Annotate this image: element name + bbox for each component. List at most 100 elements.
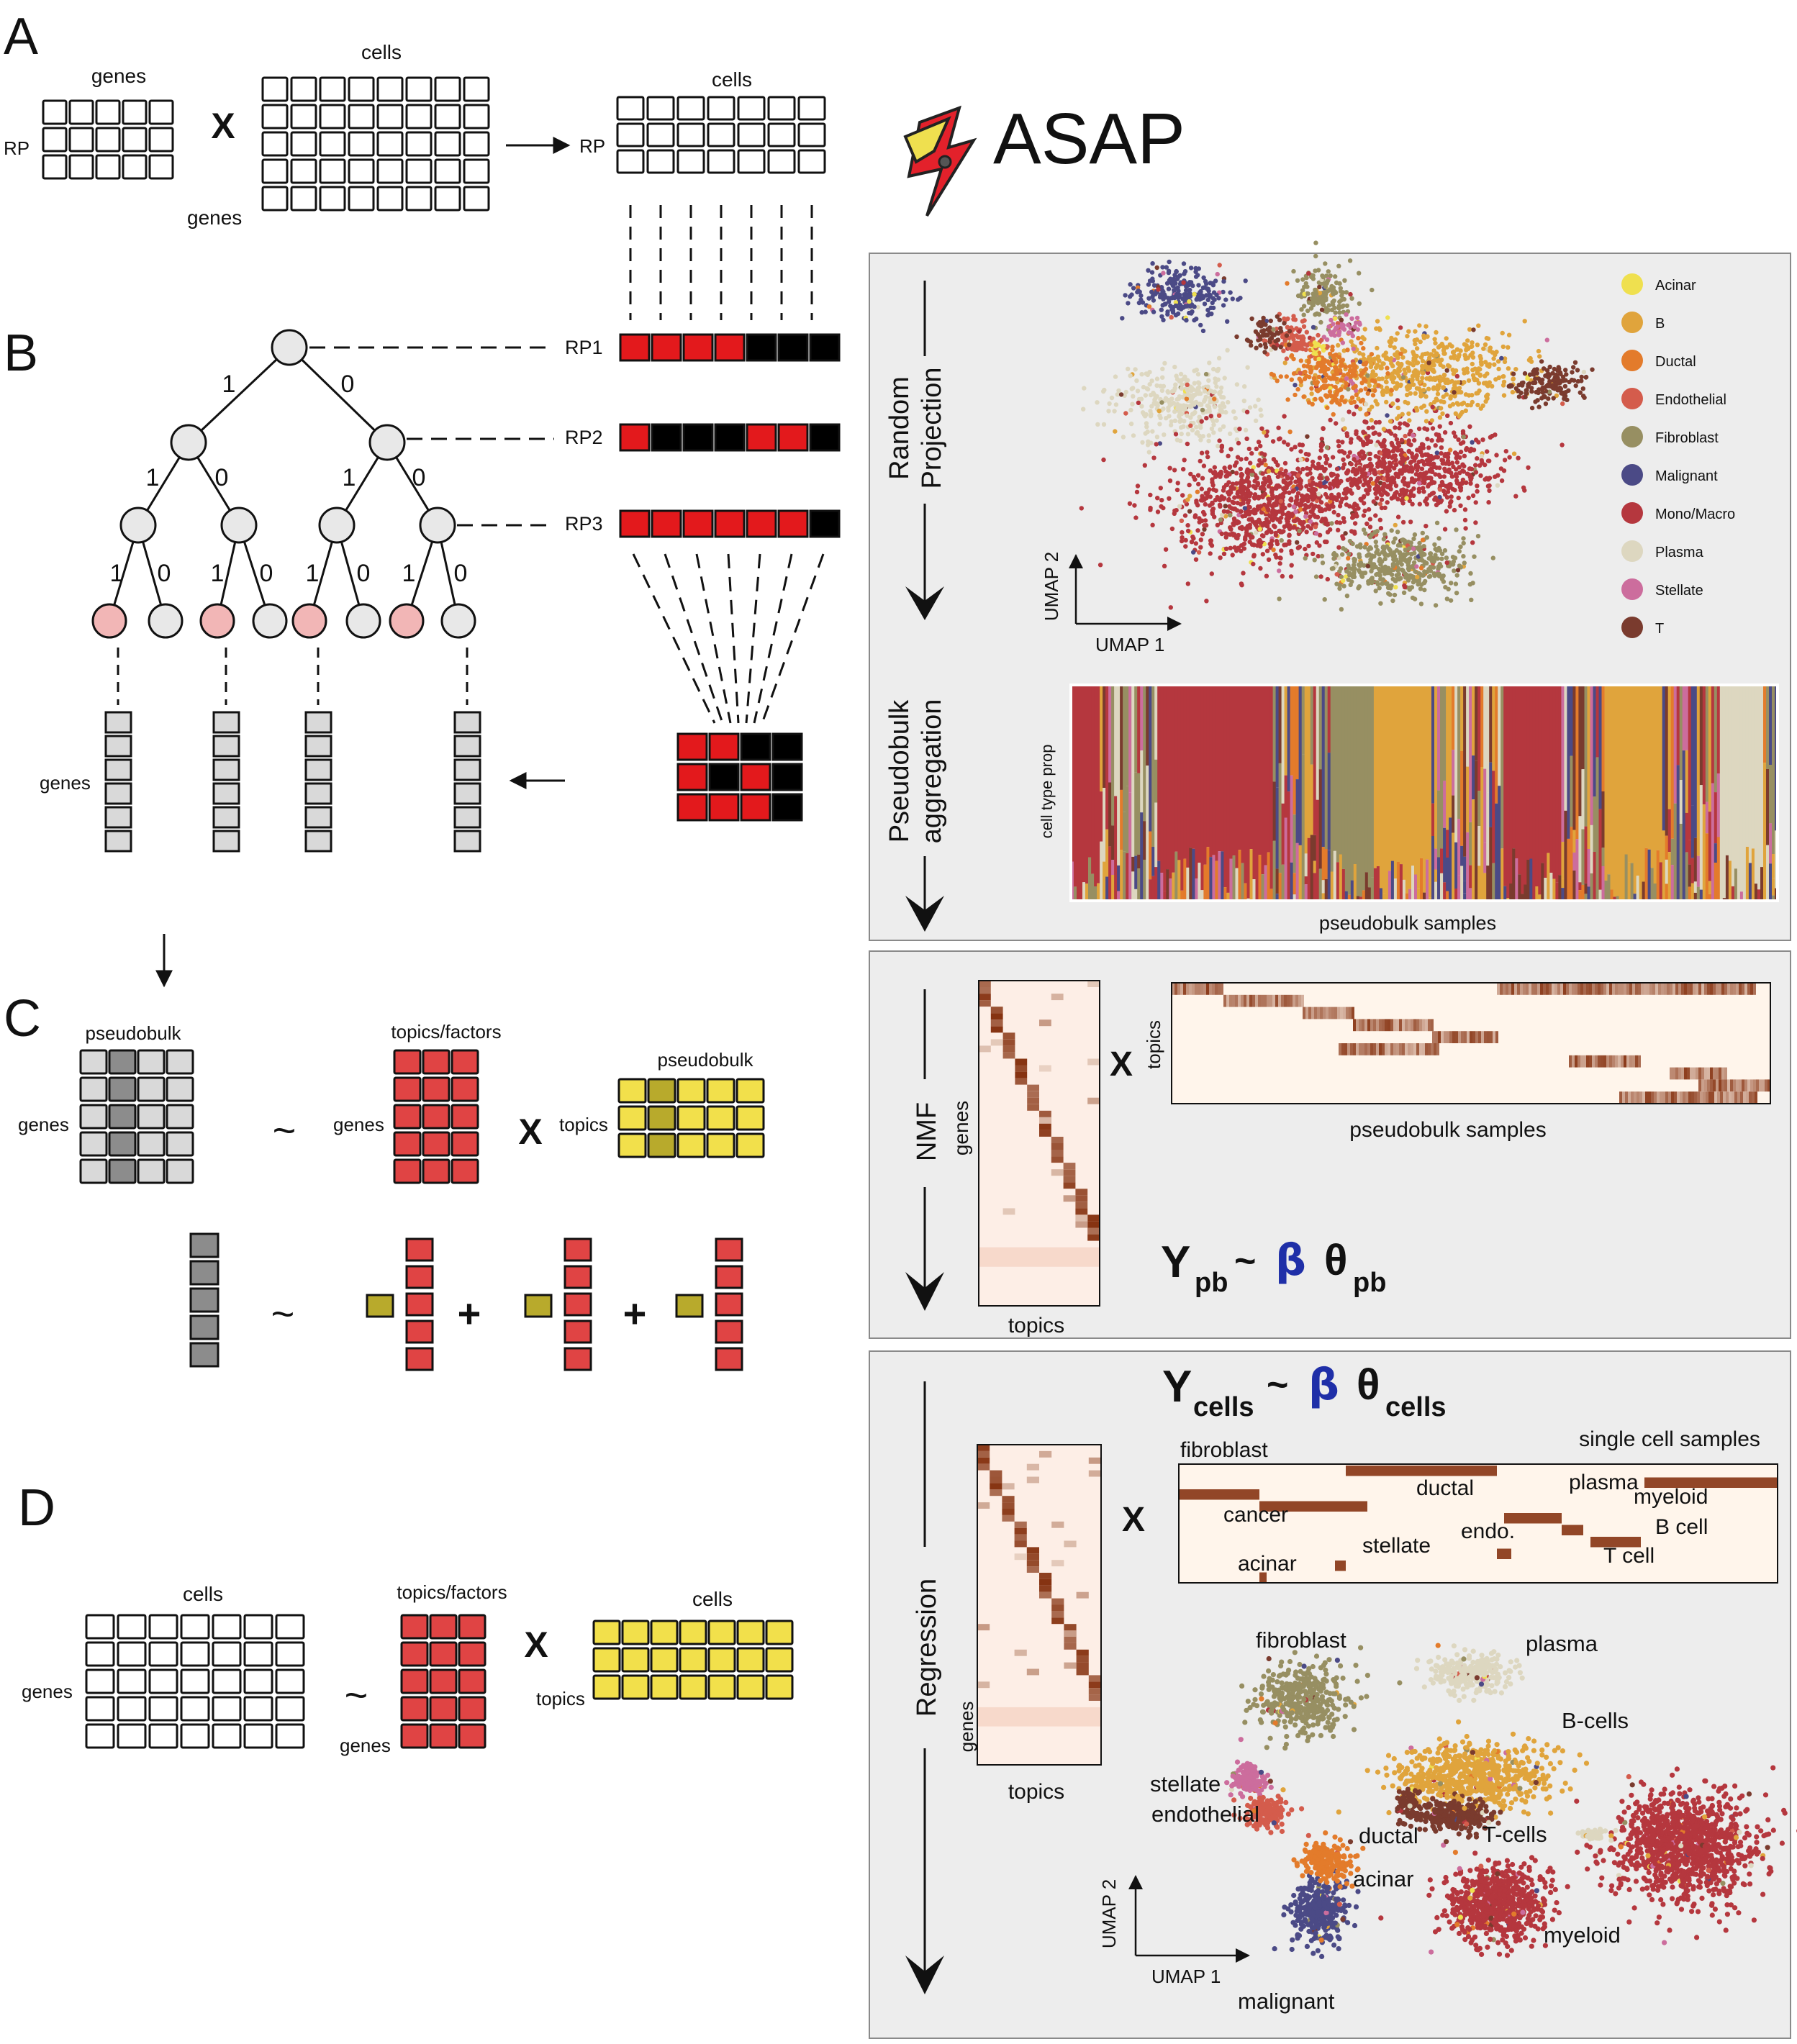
bar-segment [1477, 866, 1481, 901]
umap-point [1458, 485, 1464, 491]
umap-point [1425, 437, 1430, 442]
umap-point [1345, 348, 1350, 353]
grid-cell [137, 1076, 166, 1102]
grid-cell [85, 1723, 115, 1749]
umap-point [1275, 463, 1280, 468]
celltype-prop-label: cell type prop [1038, 745, 1056, 839]
bar-segment [1690, 805, 1695, 858]
converging-dash [753, 553, 793, 724]
bar-segment [1503, 886, 1507, 901]
umap-point [1291, 345, 1297, 350]
umap-point [1259, 460, 1264, 465]
leaf-gene-cell [104, 735, 132, 758]
umap-point [1349, 339, 1354, 344]
bar-segment [1561, 685, 1565, 842]
bar-segment [1154, 759, 1158, 803]
umap-point [1337, 504, 1343, 509]
umap-point [1200, 295, 1206, 301]
umap-point [1374, 487, 1380, 492]
umap-point [1402, 367, 1407, 373]
umap-point [1396, 576, 1402, 582]
umap-point [1423, 394, 1429, 399]
umap-point [1196, 385, 1202, 390]
bar-segment [1613, 685, 1616, 897]
umap-point [1393, 352, 1398, 358]
bar-segment [1134, 855, 1138, 889]
bar-segment [1373, 868, 1377, 901]
branch-label: 0 [412, 464, 426, 491]
umap-point [1385, 450, 1390, 455]
umap-point [1394, 573, 1400, 578]
umap-point [1219, 394, 1224, 400]
umap-point [1437, 494, 1442, 500]
umap-point [1323, 453, 1328, 459]
bar-segment [1160, 873, 1164, 901]
umap-point [1420, 363, 1425, 369]
bar-segment [1483, 842, 1487, 873]
umap-point [1348, 291, 1353, 297]
umap-point [1311, 376, 1317, 381]
umap-point [1479, 453, 1485, 459]
umap-point [1475, 371, 1480, 376]
bar-segment [1183, 685, 1187, 859]
bar-segment [1295, 685, 1300, 780]
umap-point [1161, 317, 1166, 322]
umap-point [1189, 389, 1194, 394]
umap-point [1342, 426, 1347, 431]
umap-point [1387, 460, 1393, 465]
umap-point [1341, 290, 1346, 295]
umap-point [1312, 558, 1317, 563]
umap-point [1256, 397, 1261, 402]
grid-cell [275, 1668, 305, 1694]
bar-segment [1108, 685, 1112, 783]
umap-point [1432, 337, 1437, 342]
bar-segment [1702, 804, 1706, 901]
grid-cell [463, 186, 490, 212]
bar-segment [1359, 685, 1363, 897]
bar-segment [1624, 685, 1629, 855]
bar-segment [1206, 847, 1210, 901]
grid-cell [95, 154, 121, 180]
umap-point [1276, 425, 1281, 430]
umap-point [1264, 319, 1269, 324]
umap-point [1326, 303, 1332, 308]
bar-segment [1321, 880, 1326, 894]
umap-point [1308, 466, 1313, 472]
umap-point [1333, 274, 1338, 279]
panel-letter-b: B [4, 324, 38, 382]
bar-segment [1477, 791, 1481, 826]
umap-point [1187, 294, 1192, 299]
umap-point [1430, 404, 1435, 409]
umap-point [1131, 433, 1136, 438]
bar-segment [1100, 685, 1103, 792]
grid-cell [797, 122, 826, 147]
bar-segment [1587, 849, 1590, 887]
umap-point [1266, 508, 1271, 513]
umap-point [1313, 288, 1318, 293]
c-topics-factors-label: topics/factors [391, 1021, 501, 1043]
umap-point [1510, 389, 1516, 395]
umap-point [1195, 372, 1201, 377]
bar-segment [1091, 873, 1095, 901]
umap-point [1209, 426, 1215, 432]
umap-point [1162, 563, 1167, 568]
umap-point [1149, 404, 1154, 409]
umap-point [1330, 455, 1336, 460]
umap-point [1221, 551, 1227, 556]
umap-point [1185, 441, 1190, 447]
umap-point [1261, 332, 1266, 337]
bar-segment [1679, 780, 1683, 824]
umap-point [1182, 458, 1187, 463]
umap-point [1148, 414, 1154, 419]
umap-point [1269, 538, 1275, 543]
bar-segment [1437, 857, 1441, 891]
bar-segment [1221, 685, 1224, 852]
leaf-gene-cell [453, 806, 481, 829]
code-bit [771, 793, 803, 822]
umap-point [1458, 449, 1464, 455]
umap-point [1199, 486, 1205, 491]
bar-segment [1688, 864, 1692, 887]
bar-segment [1192, 685, 1195, 849]
umap-point [1344, 470, 1349, 475]
grid-cell [319, 186, 346, 212]
